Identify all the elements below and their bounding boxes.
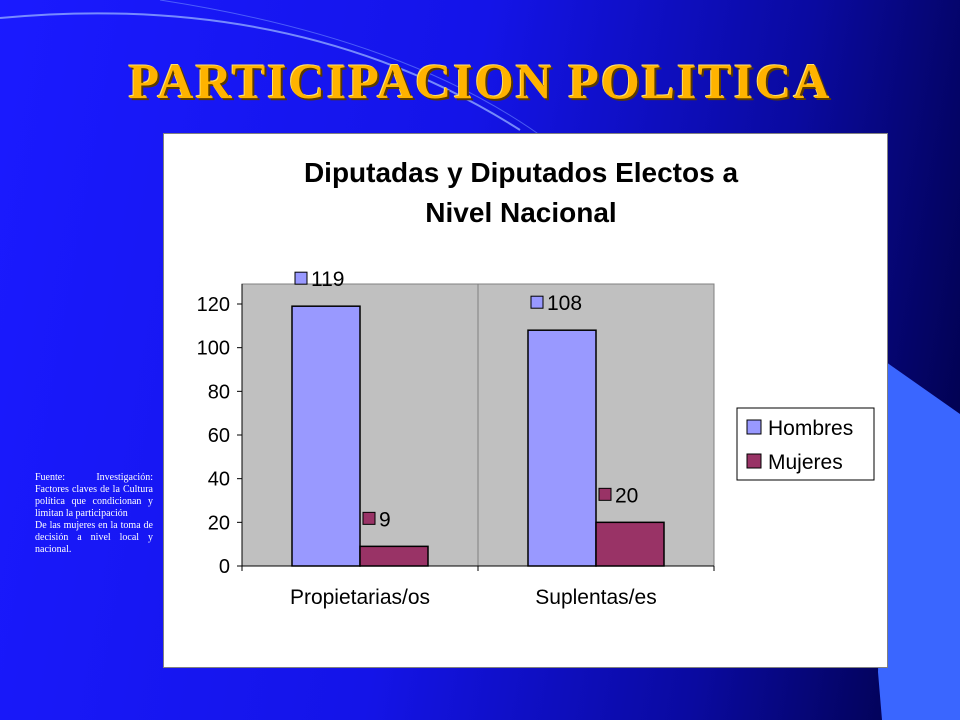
data-label-key (598, 487, 612, 501)
source-note: Fuente: Investigación: Factores claves d… (35, 472, 153, 556)
y-tick-label: 0 (219, 556, 230, 578)
source-line-2: De las mujeres en la toma de decisión a … (35, 520, 153, 555)
data-label-key (530, 295, 544, 309)
chart-title-line: Diputadas y Diputados Electos a (304, 157, 739, 188)
x-tick-label: Suplentas/es (535, 586, 656, 609)
data-label-key (294, 271, 308, 285)
legend-label: Hombres (768, 417, 853, 440)
bar-mujeres (595, 521, 665, 567)
bar-hombres (527, 329, 597, 567)
data-label: 119 (311, 268, 344, 291)
y-tick-label: 80 (208, 381, 230, 403)
slide-title: PARTICIPACION POLITICA (128, 53, 832, 109)
y-tick-label: 60 (208, 425, 230, 447)
y-tick-label: 120 (197, 294, 230, 316)
data-label-key (362, 511, 376, 525)
source-line-1: Fuente: Investigación: Factores claves d… (35, 472, 153, 519)
chart-container: Diputadas y Diputados Electos a Nivel Nac… (163, 133, 888, 668)
legend-label: Mujeres (768, 451, 843, 474)
chart-title-line: Nivel Nacional (425, 197, 616, 228)
y-tick-label: 100 (197, 338, 230, 360)
legend-swatch (746, 419, 762, 435)
data-label: 20 (615, 484, 638, 507)
data-label: 9 (379, 508, 391, 531)
bar-mujeres (359, 545, 429, 567)
x-tick-label: Propietarias/os (290, 586, 430, 609)
decorative-corner-shape (878, 362, 960, 720)
legend-swatch (746, 453, 762, 469)
y-tick-label: 40 (208, 469, 230, 491)
bar-hombres (291, 305, 361, 567)
data-label: 108 (547, 292, 582, 315)
y-tick-label: 20 (208, 512, 230, 534)
bar-chart: Diputadas y Diputados Electos a Nivel Nac… (197, 157, 875, 609)
